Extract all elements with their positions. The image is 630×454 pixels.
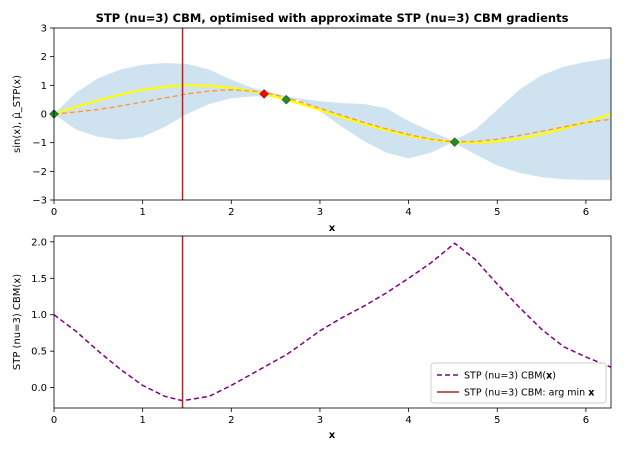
predictive-mean-line <box>54 88 611 143</box>
top-x-tick-label: 5 <box>494 207 500 218</box>
true-function-line <box>54 84 611 144</box>
cbm-line <box>54 242 611 402</box>
best-point <box>259 89 269 99</box>
observation-point <box>449 137 460 147</box>
bottom-y-axis-label: STP (nu=3) CBM(x) <box>12 274 23 370</box>
legend: STP (nu=3) CBM(x) STP (nu=3) CBM: arg mi… <box>430 362 607 404</box>
top-x-tick-label: 1 <box>139 207 145 218</box>
top-y-tick-label: 2 <box>41 52 47 63</box>
bottom-x-axis-label: x <box>329 430 336 441</box>
bottom-x-tick-label: 6 <box>583 415 589 426</box>
top-axes-frame <box>53 27 612 201</box>
legend-frame <box>430 362 607 404</box>
bottom-y-tick-label: 0.5 <box>31 347 47 358</box>
top-y-tick-label: −3 <box>32 196 47 207</box>
bottom-plot-area: 0 1 2 3 4 5 6 0.0 0.5 1.0 1.5 2.0 <box>31 235 612 426</box>
legend-label-cbm: STP (nu=3) CBM(x) <box>464 371 556 382</box>
bottom-x-tick-label: 3 <box>317 415 323 426</box>
top-y-tick-label: −1 <box>32 138 47 149</box>
bottom-x-tick-label: 2 <box>228 415 234 426</box>
confidence-band <box>54 58 611 180</box>
bottom-y-tick-label: 2.0 <box>31 237 47 248</box>
top-y-tick-label: 1 <box>41 81 47 92</box>
top-x-tick-label: 3 <box>317 207 323 218</box>
bottom-y-tick-label: 1.5 <box>31 274 47 285</box>
bottom-axes-frame <box>53 235 612 409</box>
top-series-layer <box>54 58 611 180</box>
top-x-tick-label: 6 <box>583 207 589 218</box>
bottom-chart: 0 1 2 3 4 5 6 0.0 0.5 1.0 1.5 2.0 x STP (nu=3) CBM(… <box>12 235 612 441</box>
legend-label-argmin: STP (nu=3) CBM: arg min x <box>464 388 594 399</box>
top-y-axis-label: sin(x), μ̂_STP(x) <box>11 75 23 153</box>
bottom-x-tick-label: 1 <box>139 415 145 426</box>
bottom-series-layer <box>54 242 611 402</box>
top-chart: STP (nu=3) CBM, optimised with approxima… <box>11 11 612 234</box>
bottom-x-tick-label: 0 <box>51 415 57 426</box>
top-x-tick-label: 4 <box>405 207 411 218</box>
bottom-y-tick-label: 0.0 <box>31 383 47 394</box>
chart-title: STP (nu=3) CBM, optimised with approxima… <box>96 11 569 25</box>
top-x-tick-label: 2 <box>228 207 234 218</box>
top-y-tick-label: −2 <box>32 167 47 178</box>
bottom-y-tick-label: 1.0 <box>31 310 47 321</box>
top-x-tick-label: 0 <box>51 207 57 218</box>
bottom-x-tick-label: 5 <box>494 415 500 426</box>
observation-point <box>281 94 292 105</box>
bottom-x-tick-label: 4 <box>405 415 411 426</box>
top-plot-area: 0 1 2 3 4 5 6 −3 −2 −1 0 1 2 3 <box>32 24 612 218</box>
top-y-tick-label: 3 <box>41 24 47 35</box>
top-y-tick-label: 0 <box>41 110 47 121</box>
top-x-axis-label: x <box>329 223 336 234</box>
